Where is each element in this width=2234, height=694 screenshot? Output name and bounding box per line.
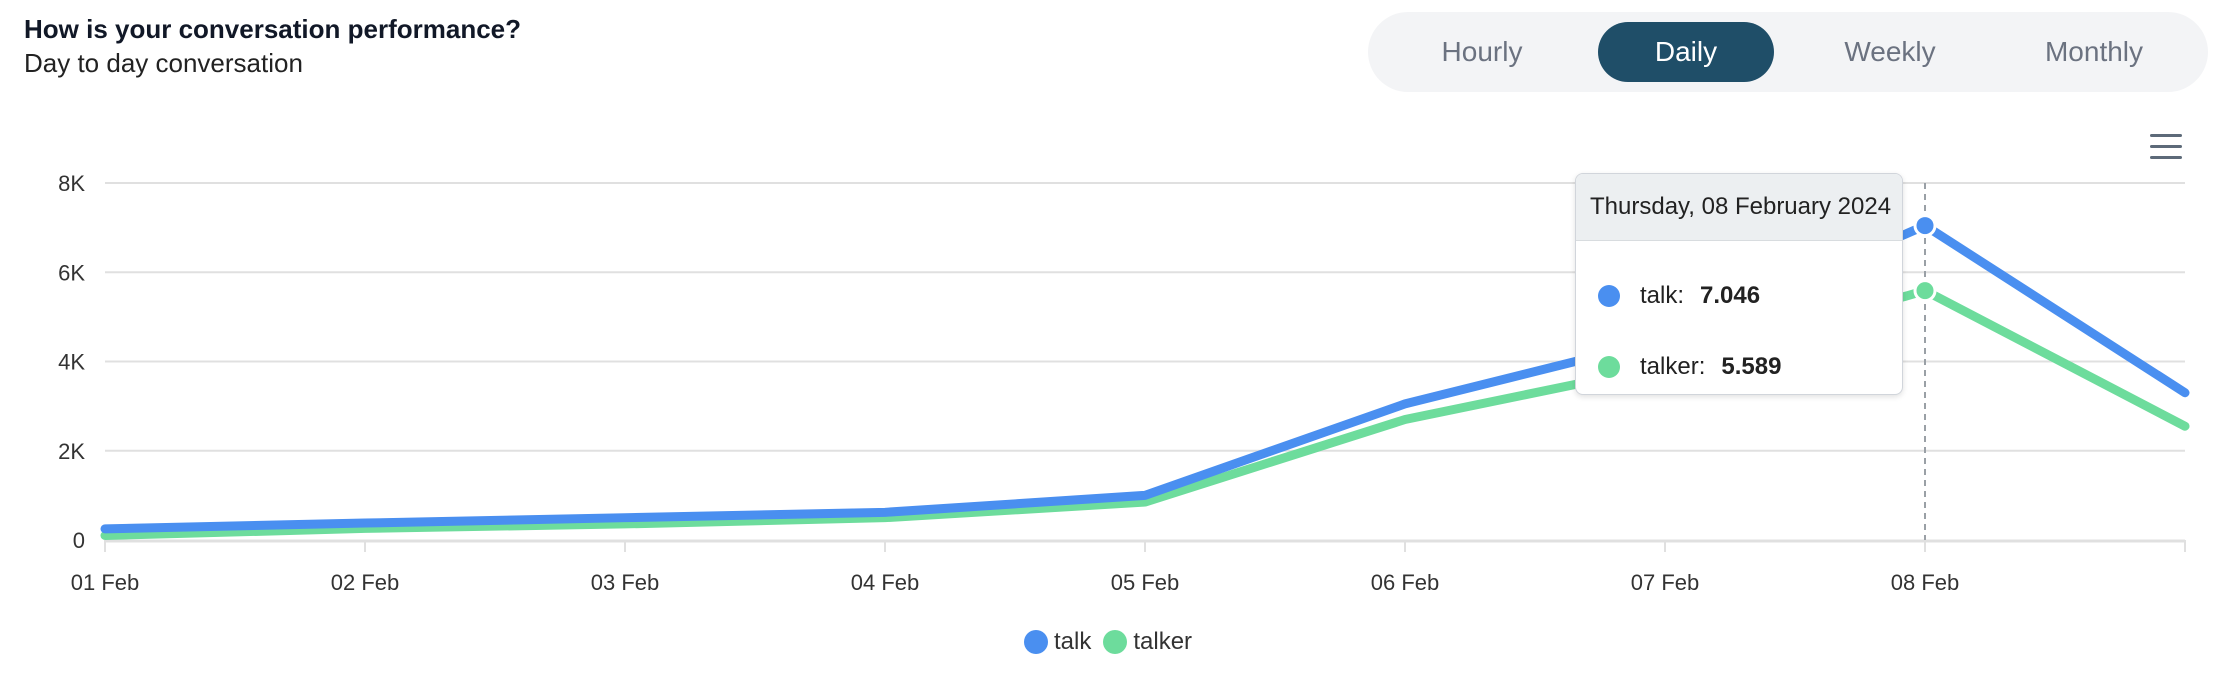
- chart-subtitle: Day to day conversation: [24, 48, 303, 78]
- y-tick-label: 0: [73, 528, 85, 553]
- tab-monthly[interactable]: Monthly: [2044, 36, 2144, 67]
- y-tick-label: 4K: [58, 350, 85, 375]
- tooltip-value-talker: 5.589: [1721, 353, 1782, 380]
- tooltip-row-talker: talker: 5.589: [1598, 353, 1781, 381]
- legend-label-talker: talker: [1133, 628, 1193, 655]
- tab-weekly[interactable]: Weekly: [1844, 36, 1936, 67]
- x-tick-label: 08 Feb: [1891, 570, 1960, 595]
- chart-title: How is your conversation performance?: [24, 14, 522, 44]
- legend-item-talk[interactable]: talk: [1024, 628, 1091, 656]
- tooltip-label-talker: talker:: [1640, 353, 1706, 380]
- highlight-point-talk: [1913, 214, 1937, 238]
- legend-dot-talk: [1024, 630, 1048, 654]
- legend-dot-talker: [1103, 630, 1128, 654]
- x-tick-label: 07 Feb: [1631, 570, 1700, 595]
- hamburger-menu-icon[interactable]: [2150, 134, 2182, 160]
- tooltip-label-talk: talk:: [1640, 282, 1685, 309]
- chart-tooltip: Thursday, 08 February 2024 talk: 7.046 t…: [1575, 173, 1903, 395]
- chart-header: How is your conversation performance? Da…: [24, 12, 521, 80]
- tooltip-dot-talker: [1598, 356, 1620, 378]
- tooltip-row-talk: talk: 7.046: [1598, 282, 1760, 310]
- x-tick-label: 03 Feb: [591, 570, 660, 595]
- x-tick-label: 02 Feb: [331, 570, 400, 595]
- x-tick-label: 01 Feb: [71, 570, 140, 595]
- period-toggle: Hourly Daily Weekly Monthly: [1368, 12, 2208, 92]
- highlight-point-talker: [1913, 279, 1937, 303]
- y-tick-label: 8K: [58, 171, 85, 196]
- tooltip-date: Thursday, 08 February 2024: [1576, 174, 1902, 241]
- tab-daily[interactable]: Daily: [1598, 22, 1774, 82]
- y-tick-label: 6K: [58, 260, 85, 285]
- chart-legend: talk talker: [1024, 628, 1204, 656]
- tab-hourly[interactable]: Hourly: [1441, 36, 1523, 67]
- legend-item-talker[interactable]: talker: [1103, 628, 1192, 656]
- legend-label-talk: talk: [1054, 628, 1092, 655]
- tooltip-dot-talk: [1598, 285, 1620, 307]
- x-tick-label: 04 Feb: [851, 570, 920, 595]
- x-tick-label: 06 Feb: [1371, 570, 1440, 595]
- tooltip-value-talk: 7.046: [1700, 282, 1761, 309]
- x-tick-label: 05 Feb: [1111, 570, 1180, 595]
- y-tick-label: 2K: [58, 439, 85, 464]
